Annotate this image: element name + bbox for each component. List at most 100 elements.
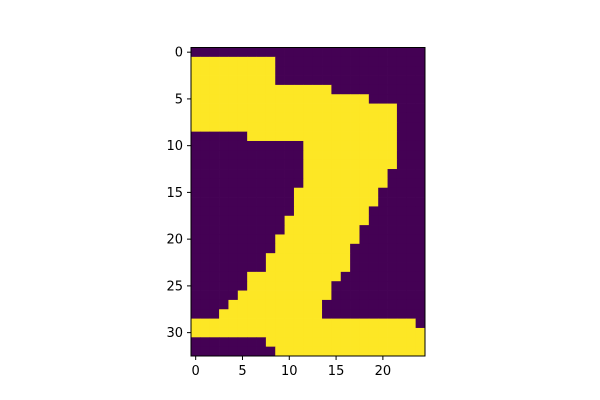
heatmap-cell [378, 112, 388, 123]
heatmap-cell [219, 318, 229, 329]
heatmap-cell [303, 75, 314, 86]
heatmap-cell [312, 337, 323, 348]
heatmap-cell [378, 103, 388, 114]
heatmap-cell [219, 206, 229, 217]
heatmap-cell [415, 66, 426, 76]
heatmap-cell [200, 197, 211, 207]
heatmap-cell [275, 215, 285, 226]
heatmap-cell [247, 75, 257, 86]
heatmap-cell [219, 262, 229, 273]
heatmap-cell [228, 346, 239, 357]
heatmap-cell [256, 309, 267, 319]
heatmap-cell [387, 215, 398, 226]
heatmap-cell [237, 159, 248, 170]
heatmap-cell [340, 75, 351, 86]
heatmap-cell [200, 169, 211, 179]
heatmap-cell [406, 337, 416, 348]
heatmap-cell [275, 150, 285, 161]
heatmap-cell [228, 178, 239, 189]
heatmap-cell [228, 150, 239, 161]
heatmap-cell [275, 178, 285, 189]
heatmap-cell [209, 215, 220, 226]
heatmap-cell [256, 187, 267, 198]
heatmap-cell [191, 159, 201, 170]
heatmap-cell [378, 206, 388, 217]
heatmap-cell [368, 337, 379, 348]
heatmap-cell [387, 56, 398, 67]
heatmap-cell [340, 169, 351, 179]
heatmap-cell [406, 309, 416, 319]
heatmap-cell [265, 178, 276, 189]
heatmap-cell [228, 103, 239, 114]
heatmap-cell [191, 131, 201, 142]
heatmap-cell [331, 253, 342, 263]
heatmap-cell [303, 215, 314, 226]
heatmap-cell [284, 262, 295, 273]
heatmap-cell [331, 290, 342, 301]
heatmap-cell [284, 178, 295, 189]
heatmap-cell [247, 271, 257, 282]
heatmap-cell [237, 103, 248, 114]
heatmap-cell [200, 346, 211, 357]
heatmap-cell [219, 234, 229, 245]
heatmap-cell [350, 112, 360, 123]
heatmap-cell [265, 112, 276, 123]
heatmap-cell [303, 253, 314, 263]
heatmap-cell [247, 159, 257, 170]
heatmap-cell [415, 84, 426, 95]
heatmap-cell [200, 94, 211, 104]
heatmap-cell [340, 47, 351, 58]
heatmap-cell [396, 84, 407, 95]
heatmap-cell [368, 262, 379, 273]
heatmap-cell [228, 169, 239, 179]
heatmap-cell [322, 150, 332, 161]
heatmap-cell [396, 103, 407, 114]
heatmap-cell [387, 271, 398, 282]
heatmap-cell [219, 112, 229, 123]
heatmap-cell [312, 309, 323, 319]
heatmap-cell [284, 66, 295, 76]
heatmap-cell [275, 253, 285, 263]
heatmap-cell [275, 47, 285, 58]
heatmap-cell [303, 234, 314, 245]
heatmap-cell [303, 309, 314, 319]
heatmap-cell [209, 234, 220, 245]
heatmap-cell [284, 206, 295, 217]
heatmap-cell [378, 346, 388, 357]
heatmap-cell [237, 309, 248, 319]
heatmap-cell [247, 84, 257, 95]
heatmap-cell [387, 281, 398, 291]
heatmap-cell [275, 327, 285, 338]
heatmap-cell [191, 318, 201, 329]
heatmap-cell [293, 75, 304, 86]
heatmap-cell [247, 169, 257, 179]
heatmap-cell [209, 178, 220, 189]
heatmap-cell [265, 75, 276, 86]
heatmap-cell [191, 94, 201, 104]
heatmap-cell [350, 66, 360, 76]
x-tick-label: 0 [192, 364, 200, 379]
heatmap-cell [265, 309, 276, 319]
heatmap-cell [340, 122, 351, 132]
heatmap-cell [303, 112, 314, 123]
heatmap-cell [200, 122, 211, 132]
heatmap-cell [406, 281, 416, 291]
heatmap-cell [415, 140, 426, 151]
heatmap-cell [378, 337, 388, 348]
heatmap-cell [228, 215, 239, 226]
heatmap-cell [209, 66, 220, 76]
heatmap-cell [200, 262, 211, 273]
heatmap-cell [396, 56, 407, 67]
heatmap-cell [284, 346, 295, 357]
heatmap-cell [209, 346, 220, 357]
heatmap-cell [322, 281, 332, 291]
heatmap-cell [275, 159, 285, 170]
heatmap-cell [209, 169, 220, 179]
heatmap-cell [256, 337, 267, 348]
heatmap-cell [265, 327, 276, 338]
heatmap-cell [331, 225, 342, 235]
heatmap-cell [359, 299, 370, 310]
heatmap-cell [275, 122, 285, 132]
heatmap-cell [191, 84, 201, 95]
